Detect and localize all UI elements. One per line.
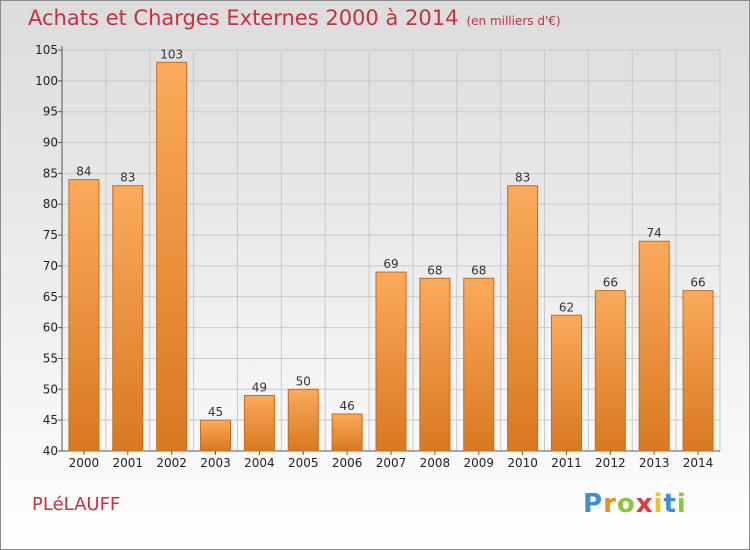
data-label-2002: 103 <box>160 47 183 61</box>
bar-2007 <box>375 271 407 452</box>
y-tick-label: 70 <box>43 259 58 273</box>
bar-2006 <box>331 413 363 452</box>
y-tick-label: 45 <box>43 413 58 427</box>
y-tick-label: 65 <box>43 290 58 304</box>
x-tick-label-2005: 2005 <box>288 456 319 470</box>
x-tick-label-2011: 2011 <box>551 456 582 470</box>
bar-2005 <box>287 388 319 452</box>
data-label-2000: 84 <box>76 165 91 179</box>
y-tick-label: 95 <box>43 105 58 119</box>
y-tick-label: 60 <box>43 321 58 335</box>
y-tick-label: 75 <box>43 228 58 242</box>
proxiti-logo: Proxiti <box>583 489 687 519</box>
bar-2002 <box>156 61 188 452</box>
bar-2014 <box>682 290 714 452</box>
y-tick-label: 80 <box>43 197 58 211</box>
x-tick-label-2010: 2010 <box>507 456 538 470</box>
bar-2003 <box>200 419 232 452</box>
data-label-2011: 62 <box>559 300 574 314</box>
commune-name: PLéLAUFF <box>32 494 121 515</box>
x-tick-label-2014: 2014 <box>683 456 714 470</box>
data-label-2012: 66 <box>603 276 618 290</box>
chart-subtitle: (en milliers d'€) <box>466 14 561 28</box>
x-tick-label-2013: 2013 <box>639 456 670 470</box>
logo-letter: x <box>635 489 654 519</box>
data-label-2005: 50 <box>296 374 311 388</box>
x-tick-label-2009: 2009 <box>463 456 494 470</box>
data-label-2004: 49 <box>252 380 267 394</box>
logo-letter: i <box>653 489 664 519</box>
x-tick-label-2000: 2000 <box>69 456 100 470</box>
x-tick-label-2002: 2002 <box>156 456 187 470</box>
x-tick-label-2012: 2012 <box>595 456 626 470</box>
logo-letter: P <box>583 489 604 519</box>
data-label-2013: 74 <box>647 226 662 240</box>
bars <box>68 61 714 452</box>
bar-2009 <box>463 277 495 452</box>
x-tick-label-2004: 2004 <box>244 456 275 470</box>
y-tick-label: 90 <box>43 136 58 150</box>
chart-title-text: Achats et Charges Externes 2000 à 2014 <box>28 6 459 30</box>
data-label-2001: 83 <box>120 171 135 185</box>
data-label-2010: 83 <box>515 171 530 185</box>
bar-2004 <box>243 394 275 452</box>
bar-2001 <box>112 185 144 452</box>
bar-2008 <box>419 277 451 452</box>
bar-2011 <box>550 314 582 452</box>
logo-letter: o <box>616 489 636 519</box>
chart-title: Achats et Charges Externes 2000 à 2014 (e… <box>28 6 561 30</box>
data-label-2006: 46 <box>339 399 354 413</box>
y-tick-label: 100 <box>35 74 58 88</box>
bar-2012 <box>594 290 626 452</box>
logo-letter: r <box>603 489 617 519</box>
data-label-2003: 45 <box>208 405 223 419</box>
data-label-2014: 66 <box>690 276 705 290</box>
x-tick-label-2007: 2007 <box>376 456 407 470</box>
x-tick-label-2001: 2001 <box>113 456 144 470</box>
y-tick-label: 50 <box>43 382 58 396</box>
logo-letter: i <box>676 489 687 519</box>
data-label-2007: 69 <box>383 257 398 271</box>
data-label-2008: 68 <box>427 263 442 277</box>
y-tick-label: 55 <box>43 351 58 365</box>
y-tick-label: 105 <box>35 43 58 57</box>
y-tick-label: 40 <box>43 444 58 458</box>
bar-2000 <box>68 179 100 452</box>
data-label-2009: 68 <box>471 263 486 277</box>
logo-letter: t <box>663 489 677 519</box>
x-tick-label-2003: 2003 <box>200 456 231 470</box>
bar-2010 <box>507 185 539 452</box>
y-tick-labels: 40 45 50 55 60 65 70 75 80 85 90 95 100 105 <box>35 43 58 458</box>
x-tick-labels: 2000 2001 2002 2003 2004 2005 2006 2007 2008 2009… <box>69 456 714 470</box>
data-labels: 84 83 103 45 49 50 46 69 68 68 83 62 66 74 66 <box>76 47 705 419</box>
bar-2013 <box>638 240 670 452</box>
x-tick-label-2006: 2006 <box>332 456 363 470</box>
y-tick-label: 85 <box>43 166 58 180</box>
x-tick-label-2008: 2008 <box>420 456 451 470</box>
